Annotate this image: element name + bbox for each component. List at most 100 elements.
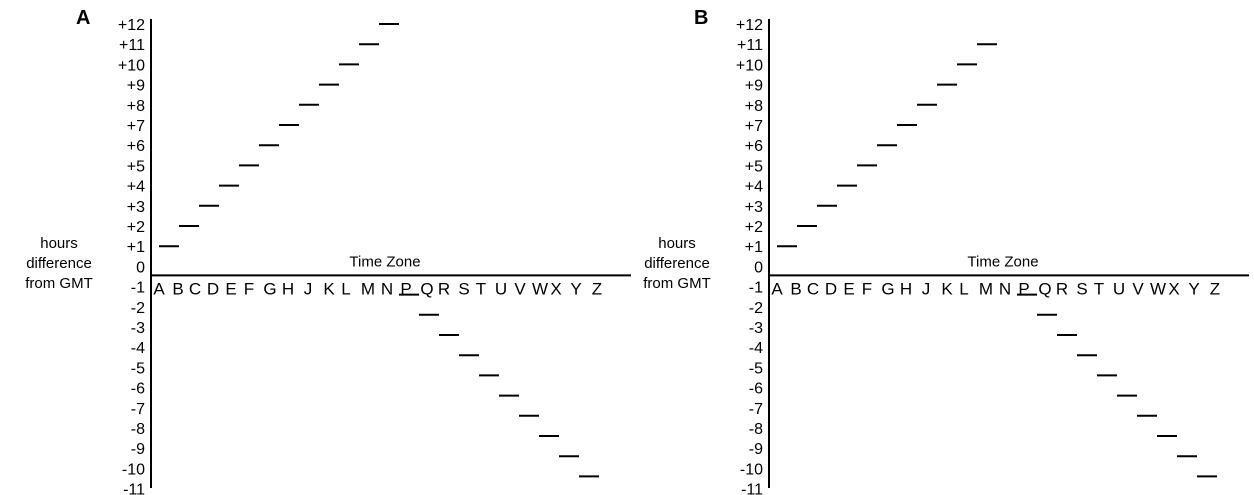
panel-label-b: B [694, 7, 708, 29]
x-category-label-a: P [400, 279, 411, 298]
y-tick-label-a: +8 [127, 98, 145, 115]
y-tick-label-a: +6 [127, 138, 145, 155]
y-tick-label-b: -9 [749, 441, 763, 458]
y-tick-label-a: +9 [127, 78, 145, 95]
x-category-label-a: U [495, 279, 507, 298]
x-category-label-a: Q [420, 279, 433, 298]
x-category-label-b: N [999, 279, 1011, 298]
y-tick-label-b: 0 [754, 259, 763, 276]
y-tick-label-b: -2 [749, 300, 763, 317]
x-category-label-b: A [771, 279, 783, 298]
y-axis-title-line-b: from GMT [643, 275, 711, 292]
y-tick-label-b: -8 [749, 421, 763, 438]
x-axis-title-b: Time Zone [967, 253, 1038, 270]
y-tick-label-b: -4 [749, 340, 763, 357]
y-tick-label-a: -10 [122, 461, 145, 478]
x-category-label-a: K [323, 279, 335, 298]
x-category-label-b: U [1113, 279, 1125, 298]
y-tick-label-b: +3 [745, 199, 763, 216]
x-category-label-b: B [790, 279, 801, 298]
x-category-label-b: F [862, 279, 872, 298]
y-tick-label-a: -2 [131, 300, 145, 317]
x-category-label-b: P [1018, 279, 1029, 298]
panel-label-a: A [76, 7, 90, 29]
y-tick-label-a: -1 [131, 280, 145, 297]
x-category-label-b: L [959, 279, 968, 298]
x-category-label-a: R [438, 279, 450, 298]
y-tick-label-a: -9 [131, 441, 145, 458]
y-tick-label-a: +11 [119, 37, 145, 54]
x-category-label-a: L [341, 279, 350, 298]
x-category-label-b: C [807, 279, 819, 298]
x-category-label-b: E [843, 279, 854, 298]
y-tick-label-a: +5 [127, 158, 145, 175]
y-tick-label-b: +12 [736, 17, 763, 34]
x-category-label-b: R [1056, 279, 1068, 298]
x-category-label-a: T [476, 279, 486, 298]
y-tick-label-a: -3 [131, 320, 145, 337]
y-tick-label-b: -1 [749, 280, 763, 297]
y-tick-label-a: +3 [127, 199, 145, 216]
y-axis-title-line-a: difference [26, 255, 92, 272]
x-axis-title-a: Time Zone [349, 253, 420, 270]
y-tick-label-b: +10 [736, 57, 763, 74]
x-category-label-a: N [381, 279, 393, 298]
y-tick-label-b: -7 [749, 401, 763, 418]
y-tick-label-b: -10 [740, 461, 763, 478]
x-category-label-b: V [1132, 279, 1144, 298]
y-axis-title-line-b: difference [644, 255, 710, 272]
x-category-label-a: V [514, 279, 526, 298]
y-tick-label-b: +1 [745, 239, 763, 256]
x-category-label-b: J [922, 279, 931, 298]
y-tick-label-a: -5 [131, 360, 145, 377]
x-category-label-a: J [304, 279, 313, 298]
y-tick-label-b: +5 [745, 158, 763, 175]
y-tick-label-a: +10 [118, 57, 145, 74]
y-tick-label-a: -4 [131, 340, 145, 357]
x-category-label-b: K [941, 279, 953, 298]
y-tick-label-b: -3 [749, 320, 763, 337]
y-tick-label-a: -11 [123, 482, 145, 495]
y-tick-label-a: +1 [127, 239, 145, 256]
x-category-label-b: D [825, 279, 837, 298]
x-category-label-b: M [979, 279, 993, 298]
x-category-label-b: T [1094, 279, 1104, 298]
x-category-label-b: Y [1188, 279, 1199, 298]
x-category-label-a: M [361, 279, 375, 298]
x-category-label-b: S [1076, 279, 1087, 298]
y-tick-label-b: +9 [745, 78, 763, 95]
x-category-label-b: W [1150, 279, 1166, 298]
x-category-label-a: S [458, 279, 469, 298]
x-category-label-b: G [881, 279, 894, 298]
x-category-label-a: X [550, 279, 561, 298]
x-category-label-a: Y [570, 279, 581, 298]
y-tick-label-b: -5 [749, 360, 763, 377]
y-axis-title-line-a: from GMT [25, 275, 93, 292]
y-tick-label-b: -6 [749, 381, 763, 398]
x-category-label-a: W [532, 279, 548, 298]
y-tick-label-b: -11 [741, 482, 763, 495]
x-category-label-a: H [282, 279, 294, 298]
x-category-label-a: A [153, 279, 165, 298]
y-tick-label-a: +4 [127, 179, 145, 196]
y-axis-title-line-b: hours [658, 235, 696, 252]
y-tick-label-b: +4 [745, 179, 763, 196]
y-tick-label-a: +7 [127, 118, 145, 135]
y-tick-label-a: -6 [131, 381, 145, 398]
x-category-label-b: X [1168, 279, 1179, 298]
y-tick-label-a: 0 [136, 259, 145, 276]
x-category-label-a: Z [592, 279, 602, 298]
x-category-label-b: Z [1210, 279, 1220, 298]
x-category-label-b: Q [1038, 279, 1051, 298]
x-category-label-a: C [189, 279, 201, 298]
x-category-label-a: F [244, 279, 254, 298]
y-tick-label-a: +12 [118, 17, 145, 34]
y-tick-label-a: -7 [131, 401, 145, 418]
y-tick-label-b: +7 [745, 118, 763, 135]
x-category-label-b: H [900, 279, 912, 298]
x-category-label-a: D [207, 279, 219, 298]
y-tick-label-a: +2 [127, 219, 145, 236]
x-category-label-a: E [225, 279, 236, 298]
x-category-label-a: G [263, 279, 276, 298]
